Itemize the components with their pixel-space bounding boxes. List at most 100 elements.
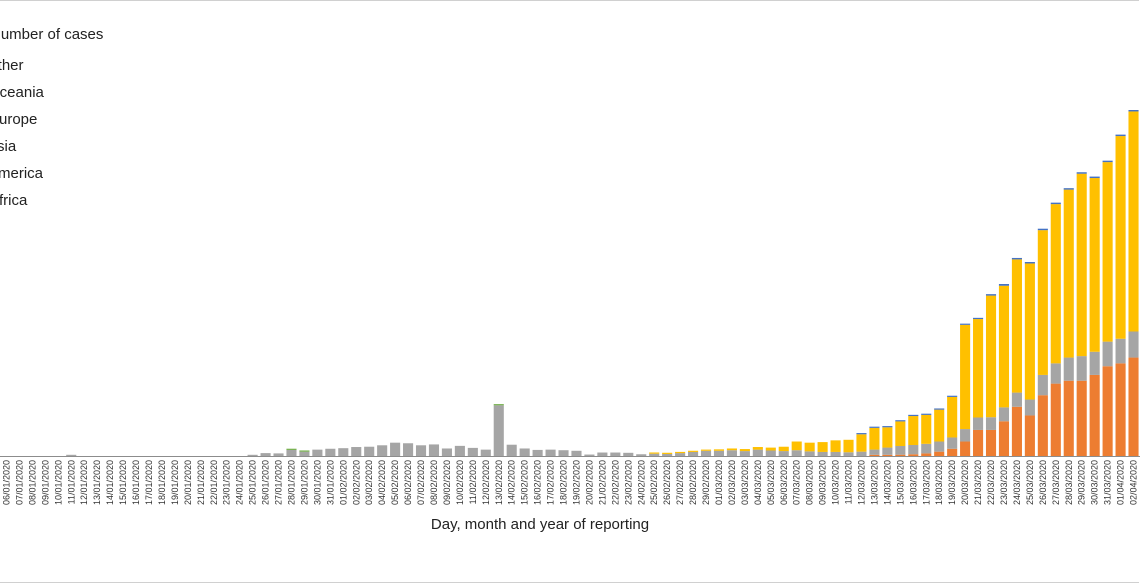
x-tick-label: 25/03/2020	[1025, 460, 1035, 505]
bar-segment-europe	[1076, 173, 1087, 357]
bar-segment-america	[1089, 374, 1100, 456]
x-tick-label: 24/02/2020	[636, 460, 646, 505]
bar-segment-asia	[662, 453, 673, 456]
bar-segment-america	[973, 429, 984, 456]
x-tick-label: 06/01/2020	[1, 460, 11, 505]
x-tick-label: 13/02/2020	[494, 460, 504, 505]
bar-segment-oceania	[1011, 257, 1022, 260]
x-tick-label: 04/03/2020	[753, 460, 763, 505]
x-tick-label: 10/02/2020	[455, 460, 465, 505]
bar-segment-asia	[610, 452, 621, 456]
bar-segment-asia	[921, 443, 932, 454]
bar-segment-europe	[700, 449, 712, 451]
bar-segment-asia	[934, 441, 945, 452]
bar-segment-europe	[649, 452, 660, 454]
x-tick-label: 15/02/2020	[520, 460, 530, 505]
bar-segment-europe	[1050, 204, 1061, 364]
bar-segment-asia	[390, 442, 401, 456]
bar-segment-asia	[441, 448, 452, 456]
legend-item-other: Other	[0, 57, 24, 74]
bar-segment-oceania	[869, 426, 880, 428]
bar-segment-oceania	[998, 284, 1010, 286]
x-tick-label: 31/03/2020	[1103, 460, 1113, 505]
x-tick-label: 20/03/2020	[960, 460, 970, 505]
x-tick-label: 12/02/2020	[481, 460, 491, 505]
x-tick-label: 31/01/2020	[325, 460, 335, 505]
bar-segment-asia	[675, 453, 686, 456]
bar-segment-oceania	[1076, 172, 1087, 174]
bar-segment-asia	[856, 451, 867, 456]
x-tick-label: 08/02/2020	[429, 460, 439, 505]
bar-segment-oceania	[1089, 176, 1100, 179]
x-tick-label: 01/04/2020	[1116, 460, 1126, 505]
x-tick-label: 09/01/2020	[40, 460, 50, 505]
bar-segment-oceania	[882, 426, 893, 428]
bar-segment-oceania	[947, 395, 958, 397]
bar-segment-america	[998, 421, 1010, 456]
bar-segment-america	[895, 454, 906, 456]
bar-segment-europe	[688, 450, 699, 452]
x-axis-title-text: Day, month and year of reporting	[430, 516, 650, 533]
legend-item-asia: Asia	[0, 138, 16, 155]
bar-segment-oceania	[1115, 134, 1126, 137]
bar-segment-asia	[804, 451, 815, 456]
x-tick-label: 22/02/2020	[610, 460, 620, 505]
bar-segment-europe	[791, 441, 802, 451]
bar-segment-asia	[66, 454, 77, 456]
bar-segment-europe	[998, 285, 1010, 408]
bar-segment-asia	[415, 445, 427, 456]
x-tick-label: 18/03/2020	[934, 460, 944, 505]
bar-segment-america	[1050, 383, 1061, 456]
x-tick-label: 26/01/2020	[261, 460, 271, 505]
bar-segment-oceania	[985, 294, 997, 296]
bar-segment-asia	[584, 454, 595, 456]
bar-segment-asia	[351, 447, 362, 456]
x-tick-label: 28/02/2020	[688, 460, 698, 505]
x-tick-label: 16/02/2020	[533, 460, 543, 505]
bar-segment-asia	[403, 443, 414, 456]
bar-segment-asia	[700, 450, 712, 456]
bar-segment-asia	[558, 450, 569, 456]
y-axis-title-text: Number of cases	[0, 26, 104, 43]
bar-segment-europe	[1089, 178, 1100, 352]
bar-segment-europe	[985, 295, 997, 418]
bar-segment-europe	[1063, 189, 1074, 358]
bar-segment-europe	[713, 449, 725, 451]
legend-label-oceania: Oceania	[0, 84, 44, 101]
bar-segment-asia	[597, 452, 608, 456]
bar-segment-asia	[1115, 338, 1126, 364]
x-tick-label: 08/01/2020	[27, 460, 37, 505]
bar-segment-america	[1037, 395, 1048, 456]
bar-segment-asia	[869, 449, 880, 455]
bar-segment-oceania	[921, 413, 932, 415]
bar-segment-asia	[364, 446, 375, 456]
legend-item-america: America	[0, 165, 43, 182]
x-tick-label: 04/02/2020	[377, 460, 387, 505]
bar-segment-asia	[791, 450, 802, 456]
x-tick-label: 11/02/2020	[468, 460, 478, 504]
x-tick-label: 28/03/2020	[1064, 460, 1074, 505]
x-tick-label: 12/01/2020	[79, 460, 89, 505]
bar-segment-america	[985, 429, 997, 456]
bar-segment-asia	[454, 445, 465, 456]
bar-segment-asia	[377, 445, 388, 456]
bar-segment-asia	[1037, 374, 1048, 396]
x-axis-title: Day, month and year of reporting	[0, 516, 1080, 533]
x-tick-label: 07/01/2020	[14, 460, 24, 505]
x-tick-label: 21/03/2020	[973, 460, 983, 505]
bar-segment-america	[1024, 415, 1035, 456]
bar-segment-europe	[804, 442, 815, 452]
bar-segment-europe	[843, 439, 854, 453]
x-tick-label: 22/03/2020	[986, 460, 996, 505]
bar-segment-asia	[985, 417, 997, 430]
x-tick-label: 18/01/2020	[157, 460, 167, 505]
legend-label-other: Other	[0, 57, 24, 74]
bar-segment-asia	[1128, 331, 1139, 358]
bar-segment-europe	[752, 447, 763, 450]
x-tick-label: 07/02/2020	[416, 460, 426, 505]
bar-segment-europe	[765, 447, 776, 451]
x-tick-label: 24/01/2020	[235, 460, 245, 505]
bar-segment-asia	[338, 448, 349, 456]
x-tick-label: 23/01/2020	[222, 460, 232, 505]
